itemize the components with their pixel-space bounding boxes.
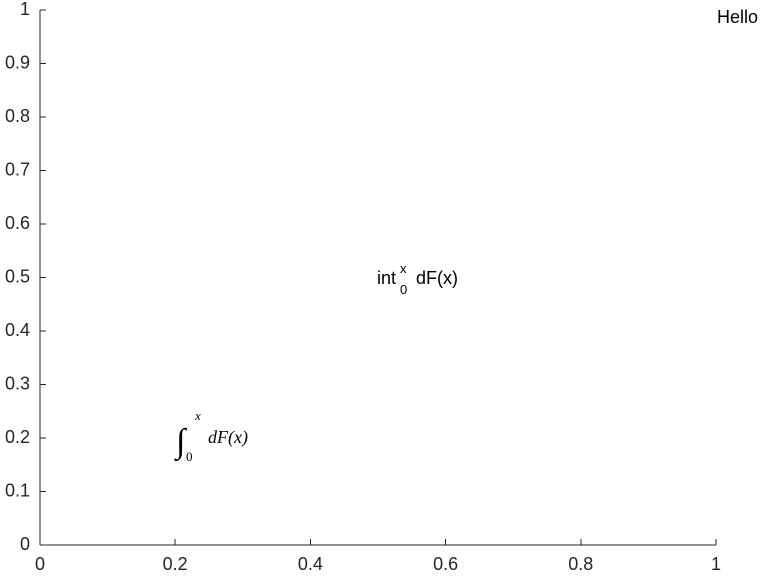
- y-tick-label: 0.5: [5, 266, 30, 286]
- y-tick-label: 0.9: [5, 52, 30, 72]
- annotation-tex-base: int: [377, 268, 396, 288]
- y-tick-label: 0.6: [5, 213, 30, 233]
- x-tick-label: 0: [35, 554, 45, 574]
- x-tick-label: 0.2: [163, 554, 188, 574]
- y-tick-label: 0.2: [5, 427, 30, 447]
- annotation-latex: ∫ x 0 dF(x): [174, 408, 248, 464]
- annotation-latex-rest: dF(x): [208, 427, 248, 448]
- ticks: 0 0.2 0.4 0.6 0.8 1 0 0.1 0.2 0.3 0.4 0.5 0.6 0.7 0.8 0…: [5, 0, 721, 574]
- annotation-latex-sub: 0: [186, 449, 193, 464]
- y-tick-label: 0.7: [5, 159, 30, 179]
- x-tick-label: 0.4: [298, 554, 323, 574]
- x-tick-label: 0.6: [433, 554, 458, 574]
- annotation-tex-sup: x: [400, 261, 407, 276]
- x-tick-label: 1: [711, 554, 721, 574]
- annotation-tex-rest: dF(x): [416, 268, 458, 288]
- y-tick-label: 0.3: [5, 373, 30, 393]
- x-tick-label: 0.8: [568, 554, 593, 574]
- y-tick-label: 1: [20, 0, 30, 19]
- y-tick-label: 0.1: [5, 480, 30, 500]
- annotation-latex-sup: x: [194, 408, 201, 423]
- y-tick-label: 0.4: [5, 320, 30, 340]
- y-tick-label: 0: [20, 534, 30, 554]
- integral-sign: ∫: [174, 423, 188, 462]
- annotation-tex-sub: 0: [400, 282, 407, 297]
- annotation-hello: Hello: [717, 7, 758, 27]
- annotation-tex: int x 0 dF(x): [377, 261, 458, 297]
- y-tick-label: 0.8: [5, 106, 30, 126]
